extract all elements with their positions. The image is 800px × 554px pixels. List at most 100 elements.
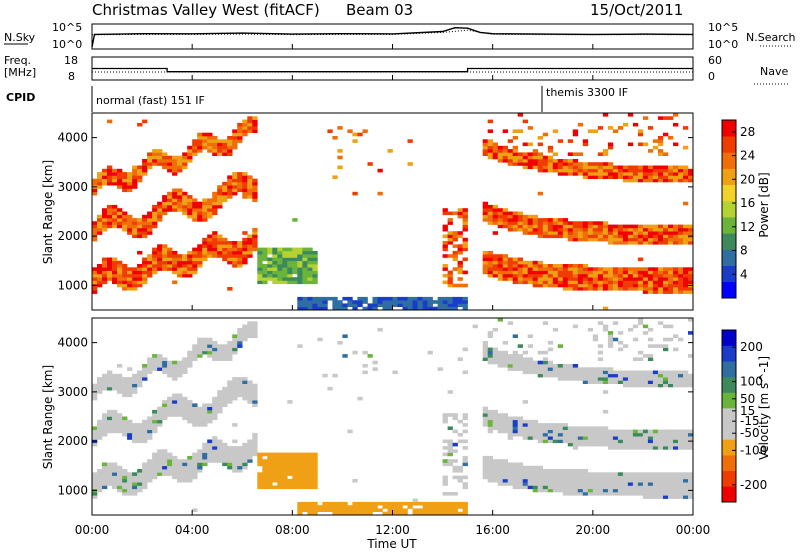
velocity-cell <box>332 508 338 512</box>
power-cell <box>262 247 268 252</box>
power-cell <box>122 283 128 288</box>
power-cell <box>587 283 594 288</box>
power-cell <box>617 283 624 288</box>
power-cell <box>587 267 594 271</box>
velocity-cell <box>167 469 173 473</box>
power-cell <box>562 264 569 268</box>
power-cell <box>492 155 498 160</box>
power-cell <box>232 260 238 265</box>
velocity-cell <box>427 508 433 512</box>
velocity-cell <box>632 472 639 476</box>
power-cell <box>637 234 644 239</box>
power-cell <box>542 264 549 268</box>
power-cell <box>177 273 183 278</box>
power-cell <box>277 264 283 268</box>
power-cell <box>557 165 564 170</box>
x-tick-label: 00:00 <box>75 523 110 537</box>
power-cell <box>663 280 669 285</box>
power-cell <box>237 129 243 133</box>
velocity-cell <box>597 357 604 361</box>
power-cell <box>587 277 594 281</box>
velocity-cell <box>607 370 614 375</box>
power-cell <box>592 280 599 285</box>
power-cell <box>357 303 363 307</box>
power-cell <box>647 270 654 275</box>
power-cell <box>242 132 248 137</box>
velocity-cell <box>312 465 318 470</box>
velocity-cell <box>497 416 503 421</box>
power-cell <box>582 270 589 275</box>
velocity-cell <box>172 403 178 407</box>
power-cell <box>222 254 228 258</box>
power-cell <box>137 165 143 170</box>
power-cell <box>192 149 198 153</box>
power-cell <box>592 234 599 239</box>
velocity-heatmap-cells <box>92 318 694 516</box>
power-cell <box>602 224 609 229</box>
velocity-cell <box>587 426 594 430</box>
power-cell <box>532 214 538 219</box>
velocity-cell <box>547 373 554 378</box>
power-cell <box>112 211 118 216</box>
power-cell <box>217 237 223 242</box>
velocity-cell <box>678 446 684 450</box>
power-cell <box>642 277 649 281</box>
velocity-cell <box>607 367 614 371</box>
power-cell <box>457 296 463 301</box>
velocity-cell <box>147 478 153 483</box>
power-cell <box>252 244 258 248</box>
velocity-cell <box>122 423 128 427</box>
power-cell <box>572 231 579 235</box>
power-cell <box>567 280 574 285</box>
velocity-cell <box>602 373 609 378</box>
power-cell <box>688 231 694 235</box>
velocity-cell <box>622 373 629 378</box>
velocity-cell <box>462 439 468 444</box>
velocity-cell <box>577 469 584 473</box>
power-cell <box>187 159 193 163</box>
velocity-cell <box>97 429 103 434</box>
power-cell <box>217 234 223 239</box>
velocity-cell <box>572 439 579 444</box>
velocity-cell <box>257 452 263 457</box>
velocity-cell <box>507 436 513 440</box>
velocity-cell <box>302 465 308 470</box>
power-cell <box>592 175 599 179</box>
power-cell <box>152 224 158 229</box>
velocity-cell <box>132 439 138 444</box>
power-cell <box>157 260 163 265</box>
colorbar-segment <box>722 361 736 378</box>
velocity-cell <box>657 370 664 375</box>
power-cell <box>497 277 503 281</box>
power-cell <box>642 241 649 245</box>
power-cell <box>192 250 198 255</box>
power-cell <box>582 227 589 232</box>
velocity-cell <box>312 452 318 457</box>
velocity-cell <box>192 406 198 411</box>
velocity-cell <box>127 482 133 486</box>
velocity-cell <box>137 485 143 490</box>
power-cell <box>487 129 493 133</box>
power-cell <box>142 270 148 275</box>
power-cell <box>212 149 218 153</box>
velocity-cell <box>637 446 644 450</box>
power-cell <box>157 247 163 252</box>
velocity-cell <box>532 469 538 473</box>
velocity-cell <box>688 442 694 447</box>
velocity-cell <box>352 501 358 506</box>
power-cell <box>452 237 458 242</box>
velocity-cell <box>572 429 579 434</box>
velocity-cell <box>487 465 493 470</box>
velocity-cell <box>112 386 118 391</box>
velocity-cell <box>112 413 118 417</box>
velocity-cell <box>632 377 639 381</box>
velocity-cell <box>132 383 138 388</box>
velocity-cell <box>572 472 579 476</box>
nsearch-label: N.Search <box>746 31 796 44</box>
velocity-cell <box>257 478 263 483</box>
velocity-cell <box>567 436 574 440</box>
power-cell <box>147 264 153 268</box>
power-cell <box>683 277 689 281</box>
velocity-cell <box>562 492 569 496</box>
